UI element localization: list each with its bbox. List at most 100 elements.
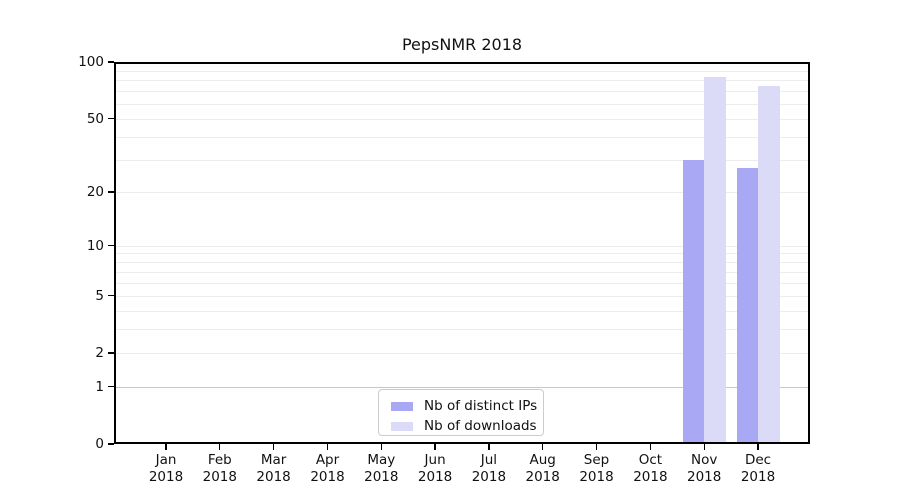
spine-bottom (114, 442, 810, 444)
x-tick-mark (219, 444, 221, 450)
x-tick-label-mar: Mar 2018 (238, 452, 310, 486)
y-tick-mark (108, 61, 114, 63)
bar-downloads-dec (758, 85, 780, 444)
y-gridline (114, 245, 810, 247)
y-tick-mark (108, 295, 114, 297)
x-tick-month: Sep (583, 452, 610, 468)
legend-label-downloads: Nb of downloads (424, 418, 537, 434)
x-tick-year: 2018 (525, 469, 560, 485)
x-tick-year: 2018 (579, 469, 614, 485)
x-tick-month: Jul (480, 452, 498, 468)
x-tick-year: 2018 (417, 469, 453, 485)
x-tick-label-oct: Oct 2018 (614, 452, 686, 486)
y-tick-mark (108, 191, 114, 193)
y-gridline (114, 271, 810, 273)
x-tick-year: 2018 (740, 469, 776, 485)
y-gridline (114, 103, 810, 105)
x-tick-mark (434, 444, 436, 450)
y-gridline (114, 262, 810, 264)
y-gridline (114, 70, 810, 72)
bar-distinct-ips-nov (682, 159, 705, 444)
spine-right (808, 62, 810, 444)
legend: Nb of distinct IPs Nb of downloads (378, 389, 544, 436)
x-tick-label-may: May 2018 (345, 452, 417, 486)
x-tick-mark (380, 444, 382, 450)
x-tick-month: Jun (424, 452, 446, 468)
y-tick-label: 1 (95, 378, 104, 395)
x-tick-mark (757, 444, 759, 450)
x-tick-year: 2018 (471, 469, 507, 485)
y-tick-label: 5 (95, 287, 104, 304)
x-tick-mark (542, 444, 544, 450)
y-gridline (114, 136, 810, 138)
x-tick-year: 2018 (310, 469, 345, 485)
x-tick-year: 2018 (633, 469, 668, 485)
y-tick-label: 0 (95, 436, 104, 452)
chart-title: PepsNMR 2018 (401, 35, 523, 54)
x-tick-label-nov: Nov 2018 (668, 452, 740, 486)
legend-label-distinct-ips: Nb of distinct IPs (424, 398, 538, 414)
x-tick-label-sep: Sep 2018 (561, 452, 633, 486)
x-tick-label-jun: Jun 2018 (399, 452, 471, 486)
x-tick-month: Mar (260, 452, 287, 468)
x-tick-mark (272, 444, 275, 450)
x-tick-label-jan: Jan 2018 (130, 452, 202, 486)
y-tick-label: 20 (86, 184, 104, 200)
x-tick-label-feb: Feb 2018 (184, 452, 256, 486)
x-tick-label-aug: Aug 2018 (507, 452, 579, 486)
x-tick-month: May (367, 452, 396, 468)
x-tick-mark (165, 444, 167, 450)
y-tick-mark (108, 352, 114, 354)
x-tick-label-jul: Jul 2018 (453, 452, 525, 486)
x-tick-year: 2018 (202, 469, 237, 485)
x-tick-year: 2018 (687, 469, 722, 485)
y-tick-label: 50 (86, 110, 104, 127)
bar-downloads-nov (704, 77, 726, 444)
x-tick-year: 2018 (364, 469, 399, 485)
y-gridline (114, 159, 810, 161)
x-tick-month: Aug (529, 452, 556, 468)
x-tick-year: 2018 (256, 469, 291, 485)
legend-item-distinct-ips: Nb of distinct IPs (391, 396, 537, 416)
x-tick-mark (488, 444, 490, 450)
spine-top (114, 62, 810, 64)
legend-item-downloads: Nb of downloads (391, 416, 537, 436)
y-gridline (114, 295, 810, 297)
plot-area (114, 62, 810, 444)
y-tick-label: 2 (95, 345, 104, 362)
y-tick-mark (108, 244, 114, 247)
x-tick-month: Oct (638, 452, 663, 468)
legend-swatch-downloads (391, 421, 413, 431)
y-tick-label: 10 (86, 237, 104, 254)
x-tick-mark (703, 444, 705, 450)
y-tick-mark (108, 443, 114, 445)
y-gridline (114, 310, 810, 312)
x-tick-mark (326, 444, 329, 450)
y-gridline (114, 192, 810, 193)
x-tick-label-apr: Apr 2018 (292, 452, 364, 486)
y-gridline (114, 118, 810, 120)
x-tick-month: Feb (207, 452, 232, 468)
x-tick-month: Jan (155, 452, 177, 468)
y-gridline (114, 253, 810, 255)
x-tick-mark (595, 444, 598, 450)
x-tick-month: Apr (315, 452, 340, 468)
legend-swatch-distinct-ips (391, 401, 413, 411)
spine-left (114, 62, 116, 444)
x-tick-month: Dec (744, 452, 772, 468)
y-gridline (114, 80, 810, 82)
y-gridline (114, 353, 810, 355)
y-gridline-emphasis (114, 386, 810, 388)
y-tick-mark (108, 117, 114, 120)
y-gridline (114, 282, 810, 284)
y-gridline (114, 91, 810, 93)
x-tick-label-dec: Dec 2018 (722, 452, 794, 486)
x-tick-mark (649, 444, 652, 450)
y-gridline (114, 329, 810, 331)
x-tick-year: 2018 (148, 469, 184, 485)
bar-distinct-ips-dec (736, 168, 758, 444)
y-tick-label: 100 (78, 54, 104, 70)
x-tick-month: Nov (691, 452, 718, 468)
y-tick-mark (108, 385, 114, 388)
